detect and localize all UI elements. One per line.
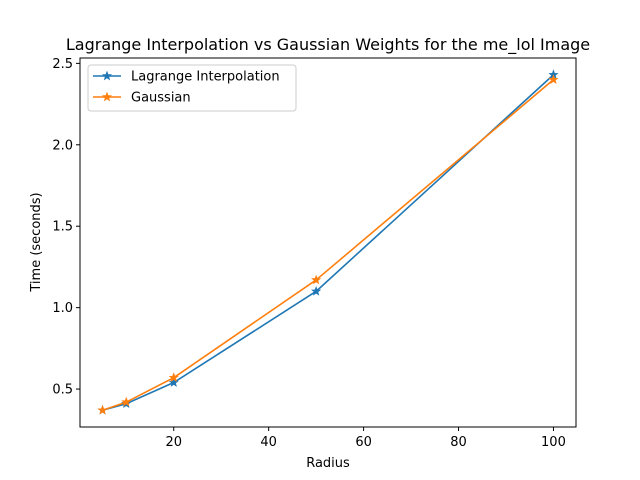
x-tick-label: 40 bbox=[260, 435, 277, 450]
data-point-marker bbox=[97, 404, 108, 415]
series-line bbox=[102, 74, 554, 412]
x-tick-label: 80 bbox=[450, 435, 467, 450]
x-axis-label: Radius bbox=[306, 456, 350, 471]
legend-marker bbox=[101, 70, 113, 81]
series-line bbox=[102, 79, 554, 411]
chart-title: Lagrange Interpolation vs Gaussian Weigh… bbox=[66, 35, 590, 55]
data-point-marker bbox=[311, 274, 322, 285]
series-layer bbox=[97, 69, 559, 415]
legend-entry: Gaussian bbox=[93, 91, 191, 106]
legend-label: Gaussian bbox=[131, 91, 191, 106]
legend: Lagrange Interpolation Gaussian bbox=[87, 64, 297, 112]
data-point-marker bbox=[121, 396, 132, 407]
y-tick-label: 1.5 bbox=[52, 220, 73, 235]
x-tick-label: 20 bbox=[165, 435, 182, 450]
legend-entry: Lagrange Interpolation bbox=[93, 70, 280, 85]
y-tick-label: 0.5 bbox=[52, 383, 73, 398]
legend-marker bbox=[101, 91, 113, 102]
data-point-marker bbox=[548, 74, 559, 84]
data-point-marker bbox=[168, 372, 179, 382]
data-point-marker bbox=[168, 377, 179, 387]
y-tick-label: 2.0 bbox=[52, 138, 73, 153]
legend-label: Lagrange Interpolation bbox=[131, 70, 280, 85]
y-tick-label: 1.0 bbox=[52, 301, 73, 316]
data-point-marker bbox=[311, 285, 322, 296]
y-axis: 0.5 1.0 1.5 2.0 2.5 bbox=[52, 57, 80, 398]
x-axis: 20 40 60 80 100 bbox=[165, 427, 566, 450]
series-gaussian bbox=[97, 74, 559, 415]
y-axis-label: Time (seconds) bbox=[29, 192, 44, 292]
y-tick-label: 2.5 bbox=[52, 57, 73, 72]
series-lagrange-interpolation bbox=[97, 69, 559, 415]
legend-box bbox=[87, 64, 297, 112]
x-tick-label: 60 bbox=[355, 435, 372, 450]
plot-area bbox=[79, 57, 577, 428]
x-tick-label: 100 bbox=[541, 435, 566, 450]
